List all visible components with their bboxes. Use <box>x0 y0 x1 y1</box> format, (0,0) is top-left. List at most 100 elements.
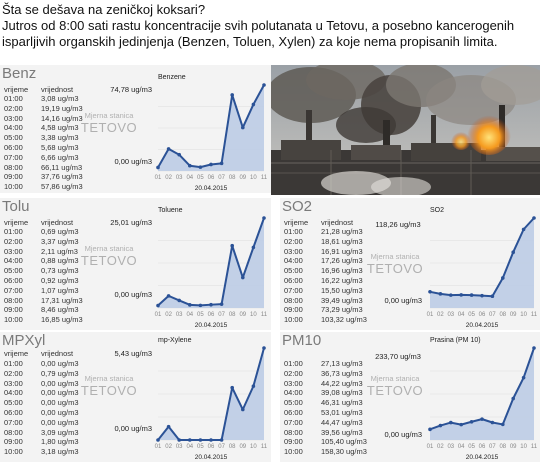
x-tick-label: 05 <box>197 175 204 181</box>
x-tick-label: 06 <box>208 175 215 181</box>
table-header: vrijeme vrijednost <box>4 218 73 227</box>
table-row: 08:00 3,09 ug/m3 <box>4 427 79 437</box>
x-tick-label: 06 <box>479 312 486 318</box>
table-row: 03:00 2,11 ug/m3 <box>4 246 78 256</box>
x-tick-label: 01 <box>427 312 434 318</box>
x-tick-label: 04 <box>458 444 465 450</box>
series-area <box>158 348 264 440</box>
x-tick-label: 05 <box>468 444 475 450</box>
x-tick-label: 11 <box>261 444 268 450</box>
table-row: 08:00 66,11 ug/m3 <box>4 162 83 172</box>
data-point <box>177 298 181 303</box>
min-value: 0,00 ug/m3 <box>384 296 422 305</box>
x-tick-label: 11 <box>531 444 538 450</box>
col-time: vrijeme <box>4 349 29 358</box>
data-point <box>459 422 463 427</box>
panel-mp-xylene: MPXyl vrijeme vrijednost 01:00 0,00 ug/m3 … <box>0 332 271 462</box>
max-value: 118,26 ug/m3 <box>375 220 421 229</box>
x-tick-label: 04 <box>186 312 193 318</box>
table-row: 05:00 3,38 ug/m3 <box>4 133 79 143</box>
station-label: Mjerna stanica TETOVO <box>80 244 138 268</box>
table-body: 01:00 21,28 ug/m3 02:00 18,61 ug/m3 03:00 1… <box>284 227 367 325</box>
data-point <box>262 346 266 350</box>
data-point <box>209 162 213 167</box>
table-row: 08:00 39,56 ug/m3 <box>284 427 363 437</box>
panel-toluene: Tolu vrijeme vrijednost 01:00 0,69 ug/m3 0… <box>0 198 271 330</box>
table-row: 04:00 17,26 ug/m3 <box>284 256 363 266</box>
data-point <box>469 293 474 297</box>
data-point <box>188 163 192 168</box>
x-tick-label: 03 <box>447 312 454 318</box>
data-point <box>198 303 203 308</box>
min-value: 0,00 ug/m3 <box>114 424 152 433</box>
table-body: 01:00 3,08 ug/m3 02:00 19,19 ug/m3 03:00 14… <box>4 94 83 192</box>
chart-so2: SO2 01 02 03 04 05 06 07 08 09 10 11 20.04.2015 <box>427 207 538 329</box>
data-point <box>459 293 463 297</box>
x-tick-label: 07 <box>218 444 225 450</box>
x-tick-label: 05 <box>197 312 204 318</box>
x-tick-label: 08 <box>229 175 236 181</box>
x-tick-label: 03 <box>176 175 183 181</box>
x-tick-label: 10 <box>520 444 527 450</box>
x-tick-label: 01 <box>155 444 162 450</box>
x-tick-label: 09 <box>510 444 517 450</box>
data-point <box>532 216 536 220</box>
station-label: Mjerna stanica TETOVO <box>366 252 424 276</box>
x-tick-label: 07 <box>489 312 496 318</box>
x-tick-label: 07 <box>489 444 496 450</box>
table-header: vrijeme vrijednost <box>4 85 73 94</box>
date-label: 20.04.2015 <box>195 454 228 461</box>
data-point <box>188 438 192 442</box>
table-row: 06:00 0,00 ug/m3 <box>4 407 79 417</box>
data-point <box>490 420 495 425</box>
max-value: 233,70 ug/m3 <box>375 352 421 361</box>
data-point <box>251 102 256 107</box>
x-tick-label: 01 <box>427 444 434 450</box>
data-point <box>469 419 474 424</box>
min-value: 0,00 ug/m3 <box>114 290 152 299</box>
panel-title: SO2 <box>282 198 313 215</box>
data-point <box>241 275 245 280</box>
x-tick-label: 04 <box>458 312 465 318</box>
x-tick-label: 08 <box>499 312 506 318</box>
data-point <box>156 165 160 170</box>
x-tick-label: 02 <box>437 312 444 318</box>
data-point <box>166 424 171 429</box>
chart-title: SO2 <box>430 207 444 214</box>
col-time: vrijeme <box>284 218 309 227</box>
x-tick-label: 08 <box>229 444 236 450</box>
table-row: 06:00 16,22 ug/m3 <box>284 275 363 285</box>
data-point <box>480 417 484 421</box>
table-row: 02:00 36,73 ug/m3 <box>284 368 363 378</box>
table-row: 05:00 0,73 ug/m3 <box>4 266 79 276</box>
table-row: 04:00 4,58 ug/m3 <box>4 123 79 133</box>
col-value: vrijednost <box>41 85 74 94</box>
table-row: 09:00 37,76 ug/m3 <box>4 172 83 182</box>
table-row: 10:00 158,30 ug/m3 <box>284 447 367 457</box>
table-row: 05:00 16,96 ug/m3 <box>284 266 363 276</box>
table-header: vrijeme vrijednost <box>284 218 353 227</box>
coke-plant-photo <box>271 65 540 195</box>
table-row: 07:00 44,47 ug/m3 <box>284 417 363 427</box>
col-value: vrijednost <box>41 349 74 358</box>
chart-title: Prasina (PM 10) <box>430 337 481 344</box>
table-row: 10:00 3,18 ug/m3 <box>4 447 79 457</box>
data-point <box>156 303 160 308</box>
x-tick-label: 11 <box>531 312 538 318</box>
data-point <box>428 290 432 294</box>
chart-title: Toluene <box>158 207 183 214</box>
table-row: 01:00 3,08 ug/m3 <box>4 94 79 103</box>
table-row: 07:00 1,07 ug/m3 <box>4 285 79 295</box>
max-value: 5,43 ug/m3 <box>114 349 152 358</box>
col-time: vrijeme <box>4 85 29 94</box>
series-area <box>430 218 534 308</box>
data-point <box>166 294 171 298</box>
x-tick-label: 03 <box>176 444 183 450</box>
x-tick-label: 11 <box>261 175 268 181</box>
max-value: 74,78 ug/m3 <box>110 85 152 94</box>
chart-title: mp-Xylene <box>158 337 192 344</box>
panel-so2: SO2 vrijeme vrijednost 01:00 21,28 ug/m3 0… <box>280 198 540 330</box>
x-tick-label: 02 <box>165 312 172 318</box>
table-body: 01:00 27,13 ug/m3 02:00 36,73 ug/m3 03:00 4… <box>284 359 367 457</box>
